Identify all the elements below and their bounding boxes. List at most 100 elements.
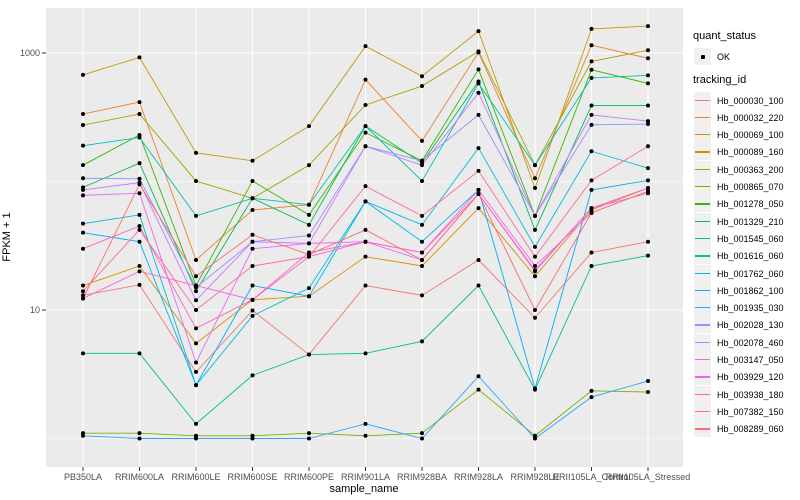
data-point (363, 144, 368, 149)
data-point (476, 191, 481, 196)
legend-item-label: Hb_008289_060 (717, 424, 784, 435)
legend-line-swatch (695, 393, 710, 395)
data-point (589, 149, 594, 154)
data-point (137, 269, 142, 274)
data-point (137, 227, 142, 232)
data-point (194, 283, 198, 288)
data-point (533, 315, 537, 320)
data-point (363, 124, 368, 129)
data-point (476, 90, 481, 95)
data-point (137, 100, 142, 105)
data-point (194, 150, 198, 155)
data-point (81, 221, 85, 226)
data-point (307, 286, 311, 291)
legend-key-box (694, 143, 711, 161)
data-point (476, 257, 481, 262)
data-point (194, 257, 198, 262)
data-point (81, 112, 85, 117)
data-point (137, 112, 142, 117)
legend-key-box (694, 351, 711, 368)
data-point (250, 263, 255, 268)
data-point (589, 75, 594, 80)
data-point (420, 436, 424, 441)
data-point (363, 102, 368, 107)
data-point (363, 421, 368, 426)
legend-item-label: Hb_000363_200 (717, 164, 784, 175)
legend-item-label: Hb_000032_220 (717, 112, 784, 123)
legend-key-box (694, 229, 711, 247)
data-point (646, 24, 650, 29)
data-point (137, 161, 142, 166)
x-tick-label: RRIM928LE (510, 472, 560, 482)
data-point (250, 239, 255, 244)
legend-key-box (694, 91, 711, 109)
data-point (420, 257, 424, 262)
plot-panel (46, 8, 683, 467)
data-point (589, 206, 594, 211)
legend-line-swatch (695, 186, 710, 188)
legend-line-swatch (695, 324, 710, 326)
x-tick-label: RRIM600LA (114, 472, 165, 482)
legend-key-box (694, 160, 711, 178)
data-point (646, 253, 650, 258)
legend-item-label: Hb_003147_050 (717, 355, 784, 365)
x-tick-label: RRII105LA_Control (552, 472, 631, 482)
data-point (250, 158, 255, 163)
x-tick-label: RRIM600LE (171, 472, 221, 482)
data-point (646, 103, 650, 108)
data-point (363, 254, 368, 259)
data-point (137, 282, 142, 287)
data-point (420, 138, 424, 143)
data-point (194, 289, 198, 294)
data-point (250, 196, 255, 201)
data-point (646, 178, 650, 183)
data-point (476, 187, 481, 192)
data-point (307, 431, 311, 436)
data-point (137, 263, 142, 268)
data-point (307, 294, 311, 299)
data-point (646, 186, 650, 191)
legend-key-box (694, 126, 711, 144)
point-marker-icon (700, 54, 705, 59)
data-point (533, 268, 537, 273)
data-point (250, 283, 255, 288)
legend-key-box (694, 264, 711, 282)
legend-line-swatch (695, 272, 710, 274)
data-point (81, 289, 85, 294)
legend-key-box (694, 333, 711, 351)
data-point (476, 81, 481, 86)
x-tick-label: RRII105LA_Stressed (605, 472, 691, 482)
data-point (250, 436, 255, 441)
data-point (476, 146, 481, 151)
legend-item-label: Hb_001329_210 (717, 216, 784, 227)
data-point (420, 250, 424, 255)
data-point (194, 274, 198, 279)
legend-line-swatch (695, 134, 710, 136)
legend-key-box (694, 281, 711, 299)
legend-item-label: Hb_003929_120 (717, 372, 784, 383)
legend-item-label: Hb_002028_130 (717, 320, 784, 331)
data-point (646, 56, 650, 61)
data-point (307, 222, 311, 227)
data-point (476, 49, 481, 54)
data-point (81, 187, 85, 192)
data-point (363, 283, 368, 288)
data-point (646, 48, 650, 53)
data-point (646, 166, 650, 171)
legend-item-label: Hb_001616_060 (717, 251, 784, 262)
data-point (307, 202, 311, 207)
legend-line-swatch (695, 237, 710, 240)
legend: quant_status OK tracking_id Hb_000030_10… (693, 0, 799, 500)
legend-item-label: Hb_000089_160 (717, 147, 784, 158)
legend-item-label: Hb_007382_150 (717, 406, 784, 417)
data-point (420, 431, 424, 436)
data-point (194, 213, 198, 218)
data-point (476, 29, 481, 34)
legend-item-label: Hb_000865_070 (717, 182, 784, 192)
data-point (81, 283, 85, 288)
data-point (420, 84, 424, 89)
data-point (533, 227, 537, 232)
legend-key-box (694, 385, 711, 403)
data-point (363, 184, 368, 189)
data-point (420, 163, 424, 168)
